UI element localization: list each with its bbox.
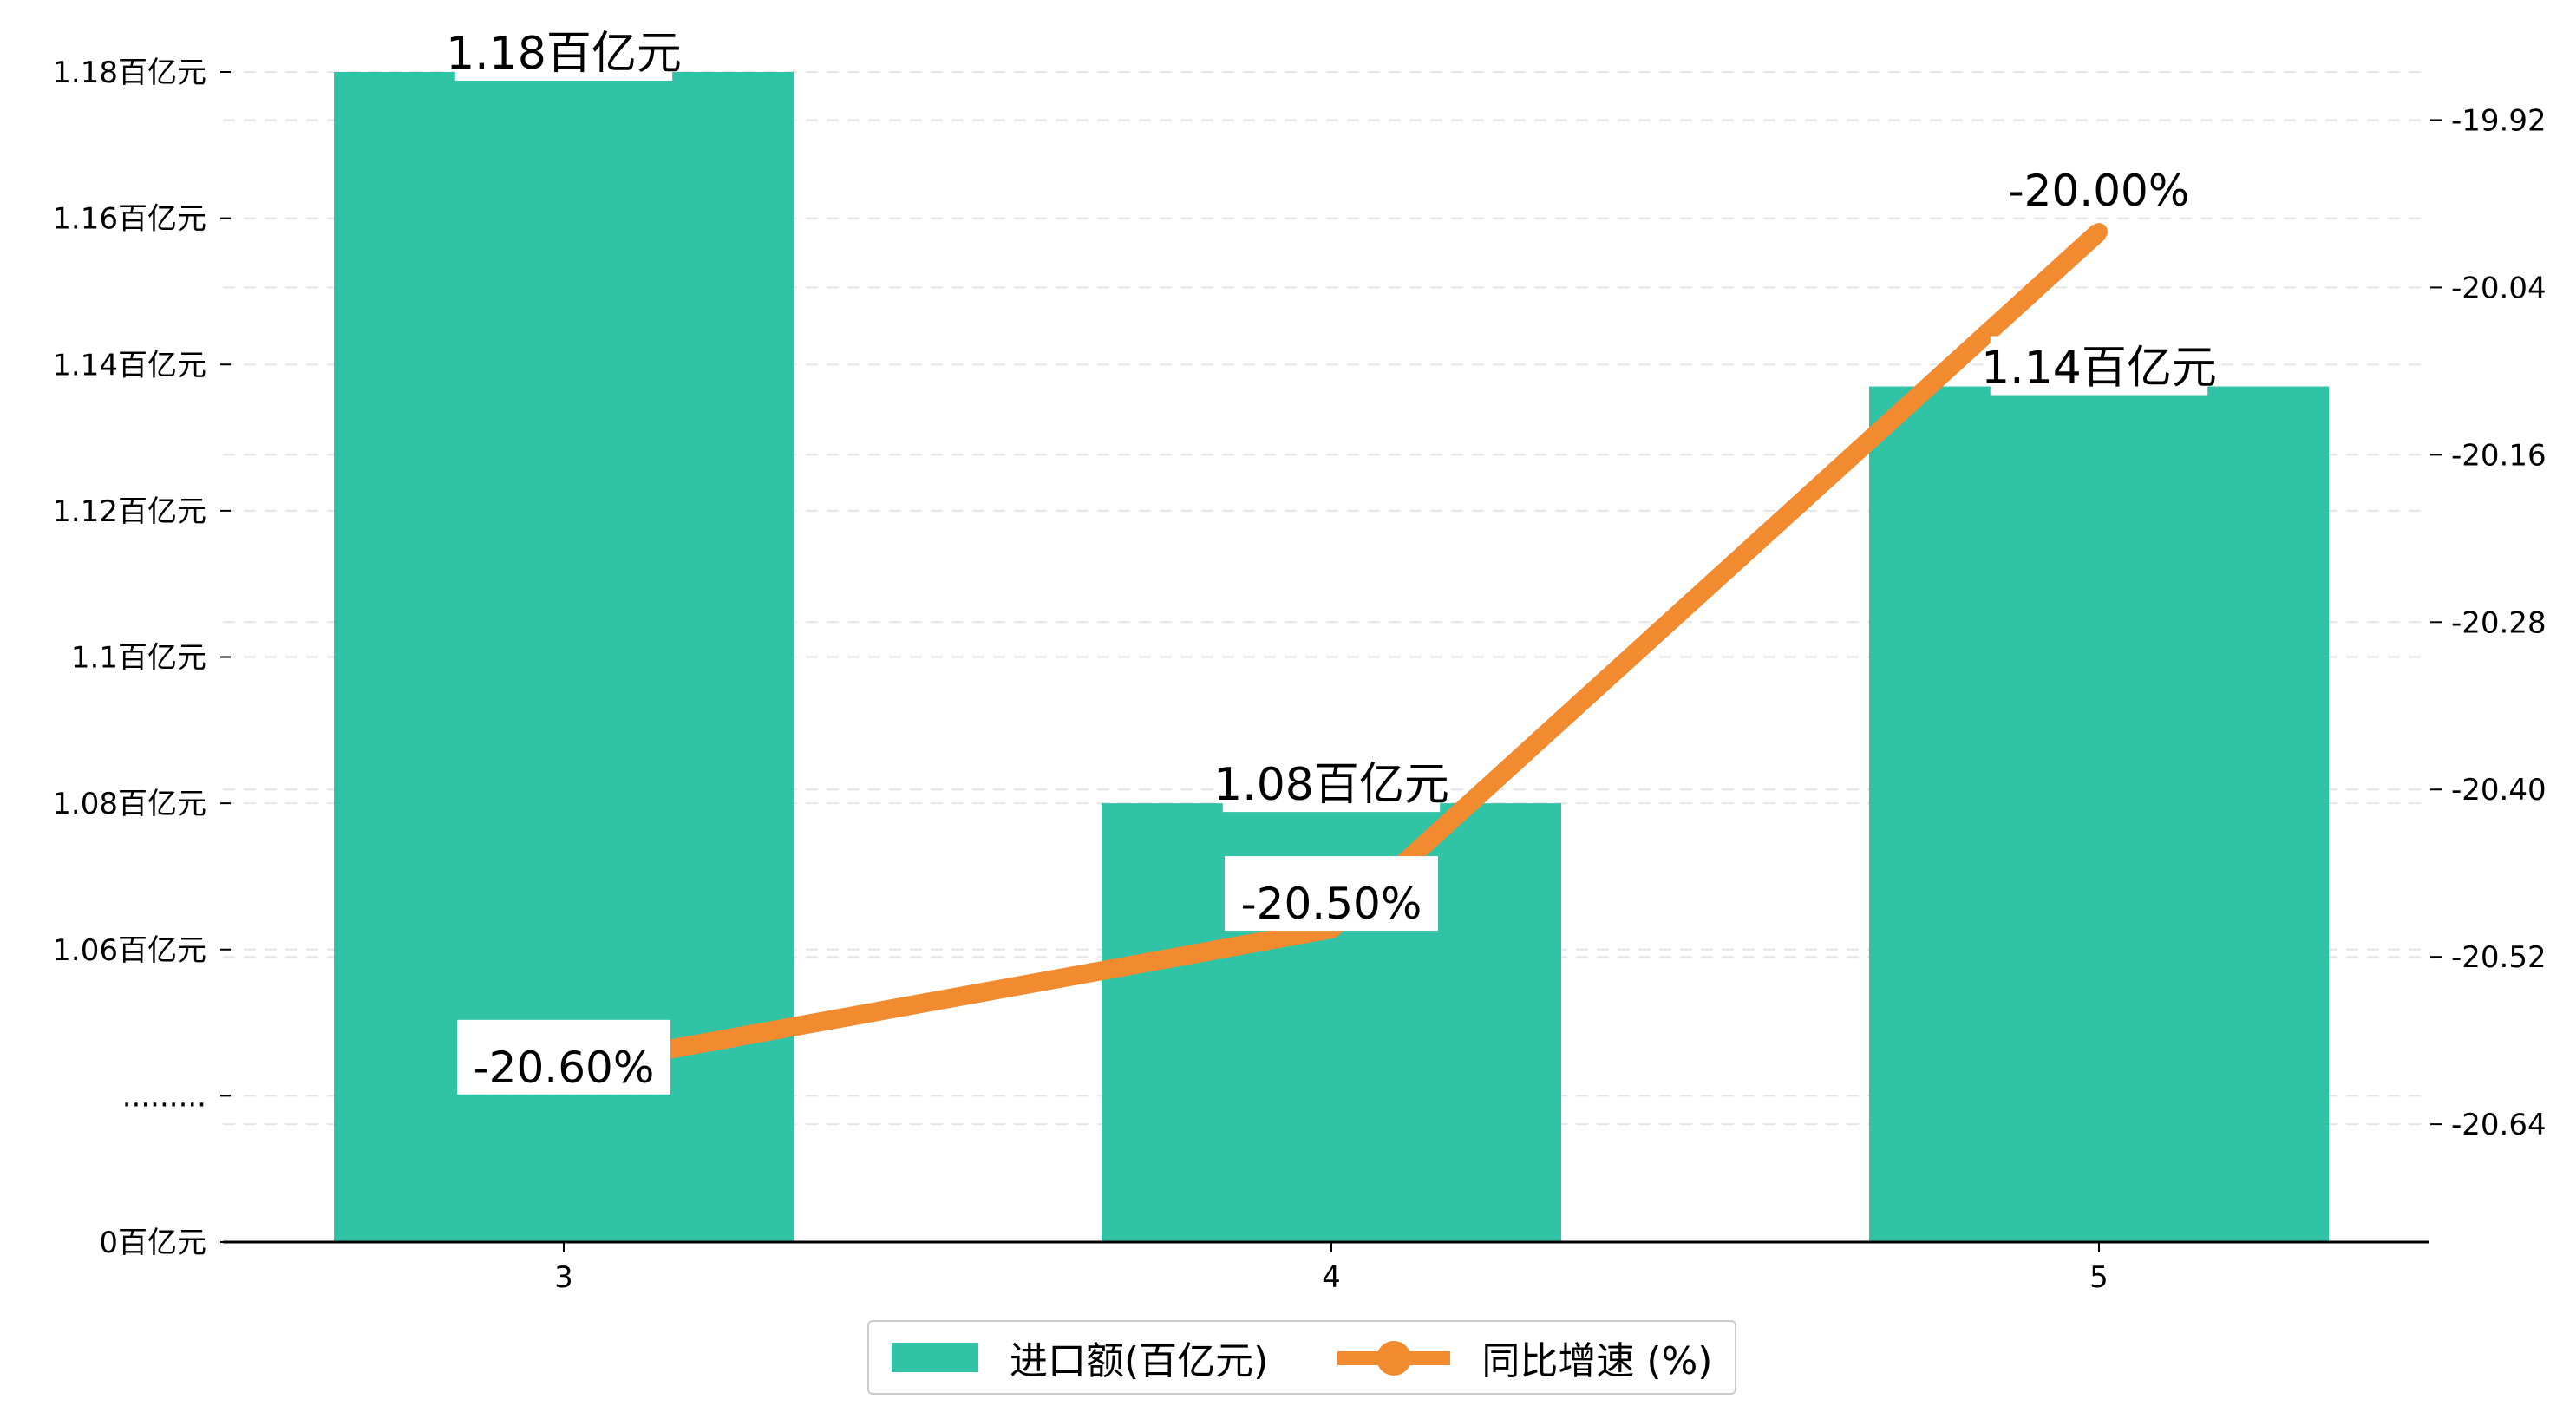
bar-value-label: 1.18百亿元 [446,28,682,80]
legend-swatch-line [1337,1340,1451,1376]
bar-value-label-box [1990,336,2208,396]
right-tick-label: -20.40 [2451,773,2547,808]
legend-swatch-bar [892,1343,978,1372]
left-tick-label: 1.16百亿元 [52,202,206,237]
left-tick-label: 0百亿元 [99,1226,206,1260]
x-tick-label: 5 [2089,1260,2109,1295]
left-tick-label: 1.14百亿元 [52,348,206,383]
right-tick-label: -20.52 [2451,940,2547,975]
line-value-label: -20.00% [2009,166,2190,216]
right-tick-label: -20.64 [2451,1108,2547,1142]
right-tick-label: -19.92 [2451,103,2547,138]
right-tick-label: -20.28 [2451,605,2547,640]
bar-layer [334,72,2329,1242]
legend-label-bar: 进口额(百亿元) [1010,1339,1269,1383]
left-tick-label: 1.1百亿元 [71,641,206,676]
line-value-label: -20.50% [1241,879,1422,929]
bar-5 [1869,386,2329,1242]
label-layer: 1.18百亿元 1.08百亿元 1.14百亿元 -20.60% -20.50% -20.0… [446,22,2217,1095]
left-tick-label: 1.08百亿元 [52,787,206,821]
left-tick-label: 1.12百亿元 [52,494,206,529]
line-value-label-box [457,1019,670,1095]
bar-value-label-box [1222,753,1441,813]
bar-value-label: 1.14百亿元 [1981,343,2217,395]
legend-item-line[interactable]: 同比增速 (%) [1337,1330,1712,1385]
right-tick-label: -20.04 [2451,271,2547,305]
bar-value-label: 1.08百亿元 [1213,759,1449,811]
line-value-label: -20.60% [474,1043,655,1093]
legend: 进口额(百亿元) 同比增速 (%) [867,1320,1737,1395]
right-tick-label: -20.16 [2451,438,2547,473]
growth-point-5 [2090,223,2108,241]
x-tick-label: 3 [554,1260,573,1295]
axis-layer: 0百亿元......... 1.06百亿元 1.08百亿元 1.1百亿元 1.12百亿元… [52,56,2546,1295]
left-tick-label: ......... [122,1079,206,1114]
left-tick-label: 1.18百亿元 [52,56,206,90]
legend-label-line: 同比增速 (%) [1481,1339,1713,1383]
legend-item-bar[interactable]: 进口额(百亿元) [892,1330,1268,1385]
line-value-label-box [1225,856,1438,932]
x-tick-label: 4 [1322,1260,1341,1295]
bar-value-label-box [454,22,673,81]
left-tick-label: 1.06百亿元 [52,933,206,968]
